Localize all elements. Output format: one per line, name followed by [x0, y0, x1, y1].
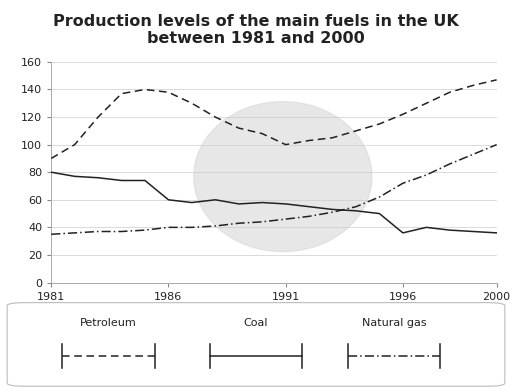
- Text: Production levels of the main fuels in the UK
between 1981 and 2000: Production levels of the main fuels in t…: [53, 14, 459, 46]
- Ellipse shape: [194, 102, 372, 252]
- Text: Natural gas: Natural gas: [362, 318, 426, 328]
- Text: Coal: Coal: [244, 318, 268, 328]
- Text: Petroleum: Petroleum: [80, 318, 137, 328]
- FancyBboxPatch shape: [7, 303, 505, 386]
